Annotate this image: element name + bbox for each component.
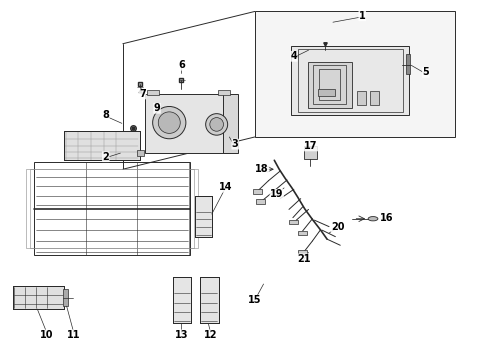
- Text: 4: 4: [291, 51, 297, 61]
- Bar: [195, 196, 212, 237]
- Text: 1: 1: [359, 11, 366, 21]
- Bar: [200, 277, 219, 323]
- Bar: [30, 169, 194, 248]
- Bar: [319, 69, 340, 100]
- Ellipse shape: [153, 107, 186, 139]
- Bar: [298, 49, 403, 112]
- Bar: [370, 91, 379, 105]
- Ellipse shape: [206, 114, 228, 135]
- Text: 3: 3: [232, 139, 239, 149]
- Text: 8: 8: [102, 111, 109, 121]
- Text: 14: 14: [219, 182, 232, 192]
- Bar: [137, 150, 145, 156]
- Bar: [13, 286, 64, 309]
- Bar: [357, 91, 366, 105]
- Bar: [34, 162, 190, 255]
- Bar: [308, 62, 351, 108]
- Bar: [200, 277, 219, 323]
- Text: 10: 10: [40, 330, 54, 340]
- Bar: [314, 65, 345, 104]
- Text: 11: 11: [67, 330, 81, 340]
- Text: 21: 21: [297, 254, 310, 264]
- Bar: [298, 250, 307, 255]
- Text: 2: 2: [102, 152, 109, 162]
- Text: 5: 5: [422, 67, 429, 77]
- Text: 16: 16: [380, 213, 393, 222]
- Bar: [298, 231, 307, 235]
- Bar: [218, 90, 230, 95]
- Bar: [26, 169, 198, 248]
- Bar: [223, 94, 238, 153]
- Bar: [64, 131, 140, 160]
- Text: 18: 18: [255, 164, 269, 174]
- Bar: [172, 277, 191, 323]
- Text: 12: 12: [204, 330, 218, 340]
- Bar: [406, 54, 410, 74]
- Bar: [172, 277, 191, 323]
- Bar: [253, 189, 262, 194]
- Polygon shape: [255, 12, 455, 137]
- Text: 20: 20: [331, 222, 344, 231]
- Text: 9: 9: [154, 103, 160, 113]
- Text: 7: 7: [139, 89, 146, 99]
- Text: 15: 15: [248, 295, 262, 305]
- Bar: [292, 45, 409, 116]
- Text: 13: 13: [175, 330, 188, 340]
- Bar: [318, 89, 335, 96]
- Text: 19: 19: [270, 189, 284, 199]
- Bar: [147, 90, 159, 95]
- Text: 17: 17: [304, 141, 318, 151]
- Text: 6: 6: [178, 60, 185, 70]
- Bar: [63, 289, 68, 306]
- Bar: [290, 220, 298, 225]
- Bar: [13, 286, 64, 309]
- Bar: [195, 196, 212, 237]
- Bar: [145, 94, 230, 153]
- Bar: [256, 199, 265, 204]
- Bar: [304, 145, 318, 159]
- Ellipse shape: [158, 112, 180, 134]
- Ellipse shape: [210, 118, 223, 131]
- Ellipse shape: [368, 217, 378, 221]
- Bar: [64, 131, 140, 160]
